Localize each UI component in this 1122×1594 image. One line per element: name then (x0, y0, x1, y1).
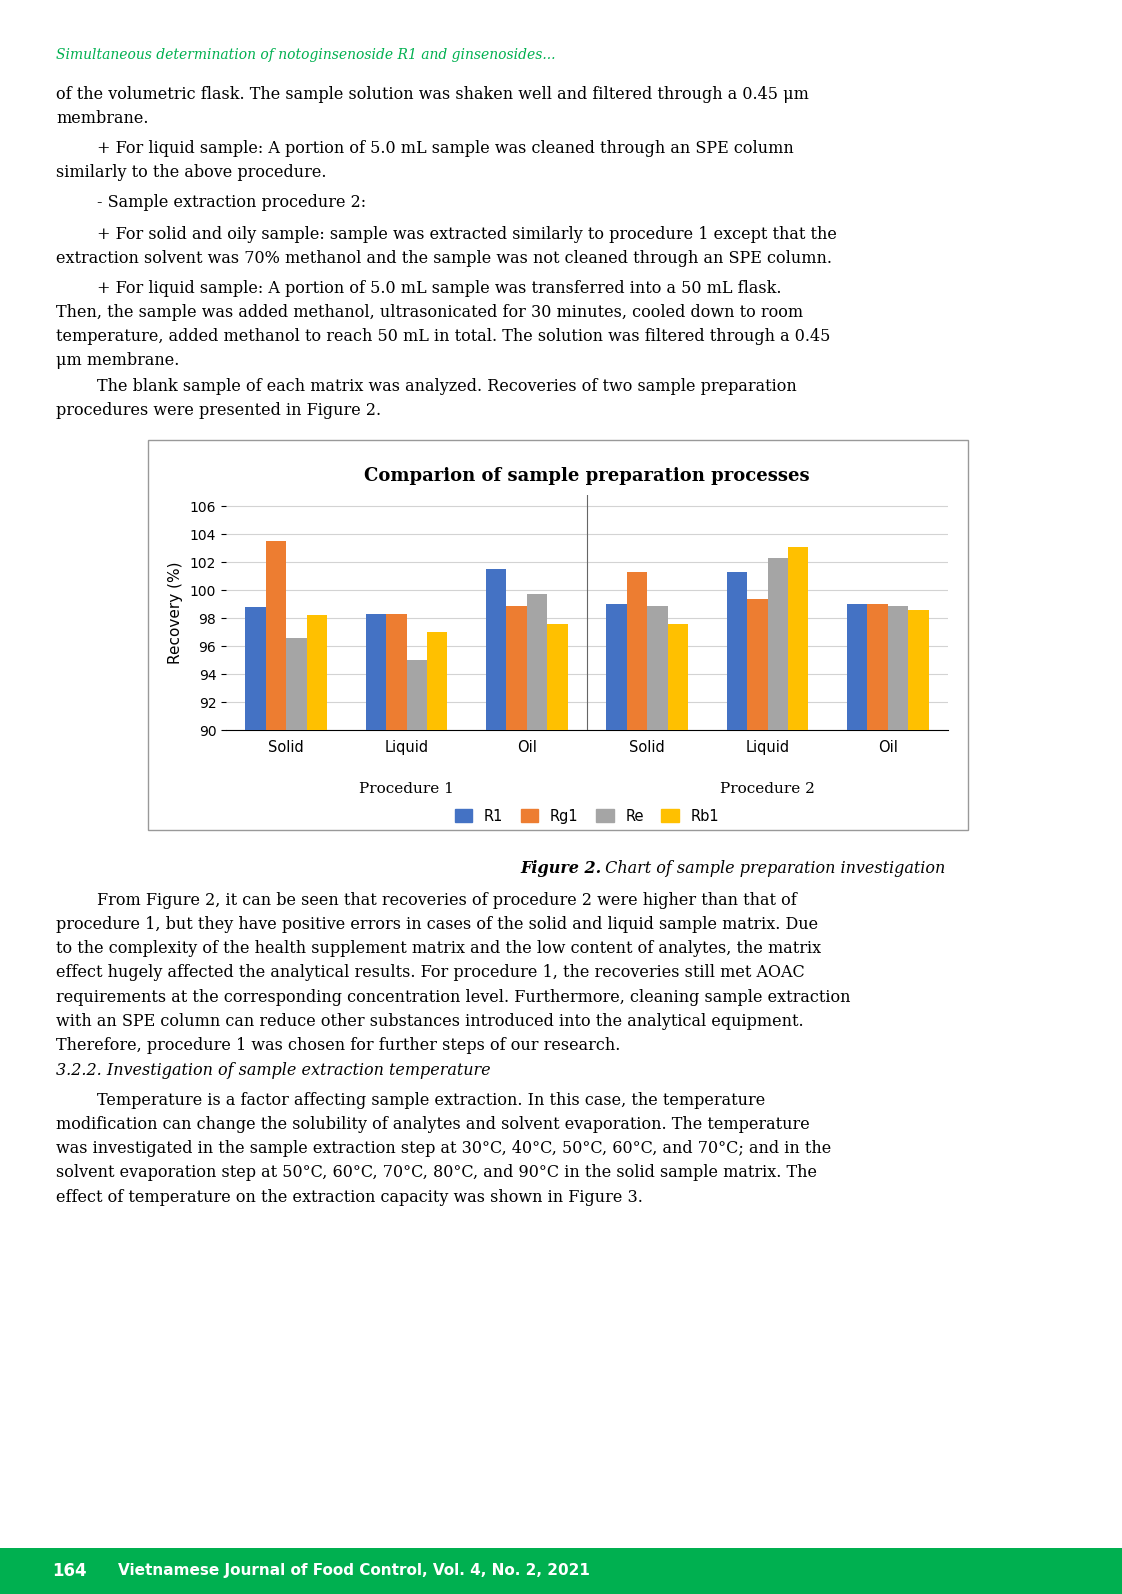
Bar (909, 609, 929, 1594)
Bar (788, 547, 809, 1594)
Bar (847, 604, 867, 1594)
Bar (0, 1548, 1122, 1594)
Bar (386, 614, 406, 1594)
Text: Vietnamese Journal of Food Control, Vol. 4, No. 2, 2021: Vietnamese Journal of Food Control, Vol.… (118, 1564, 590, 1578)
Text: Temperature is a factor affecting sample extraction. In this case, the temperatu: Temperature is a factor affecting sample… (56, 1092, 831, 1205)
Text: + For solid and oily sample: sample was extracted similarly to procedure 1 excep: + For solid and oily sample: sample was … (56, 226, 837, 268)
Bar (767, 558, 788, 1594)
Title: Comparion of sample preparation processes: Comparion of sample preparation processe… (365, 467, 810, 485)
Text: The blank sample of each matrix was analyzed. Recoveries of two sample preparati: The blank sample of each matrix was anal… (56, 378, 797, 419)
Bar (867, 604, 888, 1594)
Y-axis label: Recovery (%): Recovery (%) (168, 561, 183, 663)
Bar (486, 569, 506, 1594)
Bar (286, 638, 306, 1594)
Bar (747, 598, 767, 1594)
Legend: R1, Rg1, Re, Rb1: R1, Rg1, Re, Rb1 (448, 802, 726, 830)
Text: Procedure 1: Procedure 1 (359, 781, 454, 795)
Text: Figure 2.: Figure 2. (521, 861, 601, 877)
Bar (266, 540, 286, 1594)
Text: of the volumetric flask. The sample solution was shaken well and filtered throug: of the volumetric flask. The sample solu… (56, 86, 809, 128)
Bar (548, 623, 568, 1594)
Text: From Figure 2, it can be seen that recoveries of procedure 2 were higher than th: From Figure 2, it can be seen that recov… (56, 893, 850, 1054)
Bar (888, 606, 909, 1594)
Text: Chart of sample preparation investigation: Chart of sample preparation investigatio… (600, 861, 945, 877)
Bar (606, 604, 627, 1594)
Bar (366, 614, 386, 1594)
Text: - Sample extraction procedure 2:: - Sample extraction procedure 2: (56, 194, 366, 210)
Bar (406, 660, 427, 1594)
Text: 164: 164 (52, 1562, 86, 1580)
Text: Procedure 2: Procedure 2 (720, 781, 815, 795)
Bar (727, 572, 747, 1594)
Bar (306, 615, 328, 1594)
Bar (148, 440, 968, 830)
Text: 3.2.2. Investigation of sample extraction temperature: 3.2.2. Investigation of sample extractio… (56, 1062, 490, 1079)
Bar (668, 623, 688, 1594)
Bar (427, 633, 448, 1594)
Bar (527, 595, 548, 1594)
Bar (246, 607, 266, 1594)
Text: + For liquid sample: A portion of 5.0 mL sample was transferred into a 50 mL fla: + For liquid sample: A portion of 5.0 mL… (56, 281, 830, 370)
Bar (627, 572, 647, 1594)
Bar (647, 606, 668, 1594)
Bar (506, 606, 527, 1594)
Text: Simultaneous determination of notoginsenoside R1 and ginsenosides...: Simultaneous determination of notoginsen… (56, 48, 555, 62)
Text: + For liquid sample: A portion of 5.0 mL sample was cleaned through an SPE colum: + For liquid sample: A portion of 5.0 mL… (56, 140, 793, 182)
